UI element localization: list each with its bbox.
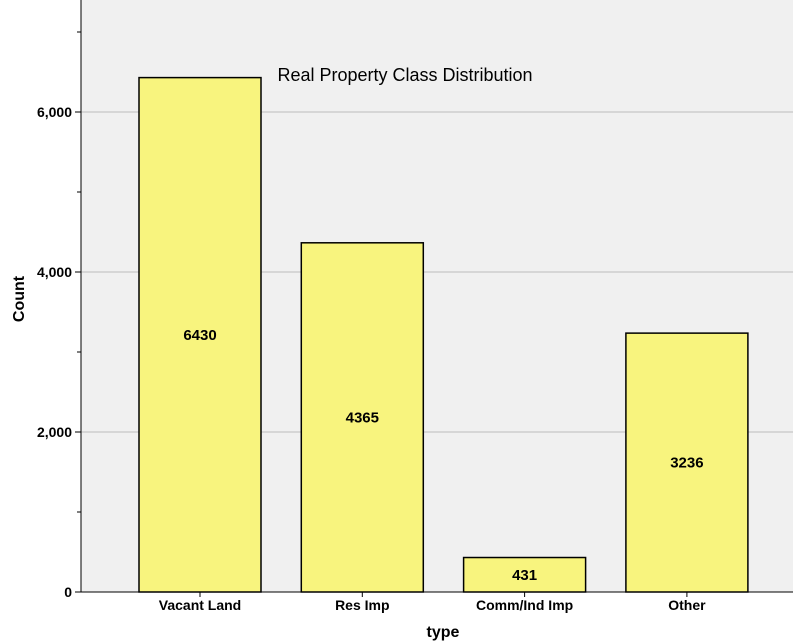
y-tick-label: 6,000 [37,104,72,120]
y-axis-ticks: 0 2,000 4,000 6,000 [37,31,81,600]
x-tick-label: Other [668,597,706,613]
y-tick-label: 2,000 [37,424,72,440]
x-tick-label: Vacant Land [159,597,241,613]
bar [625,332,749,593]
data-label: 431 [512,567,537,584]
x-tick-label: Res Imp [335,597,389,613]
data-label: 6430 [183,327,216,344]
bar [300,242,425,593]
x-axis-title: type [427,624,460,641]
data-label: 4365 [346,409,379,426]
chart-title: Real Property Class Distribution [277,65,532,85]
bar [462,556,587,593]
x-axis-ticks: Vacant Land Res Imp Comm/Ind Imp Other [159,592,706,613]
y-tick-label: 0 [64,584,72,600]
bars [138,76,749,593]
data-label: 3236 [670,455,703,472]
y-tick-label: 4,000 [37,264,72,280]
y-axis-title: Count [11,275,28,322]
x-tick-label: Comm/Ind Imp [476,597,573,613]
data-labels: 6430 4365 431 3236 [183,327,703,584]
